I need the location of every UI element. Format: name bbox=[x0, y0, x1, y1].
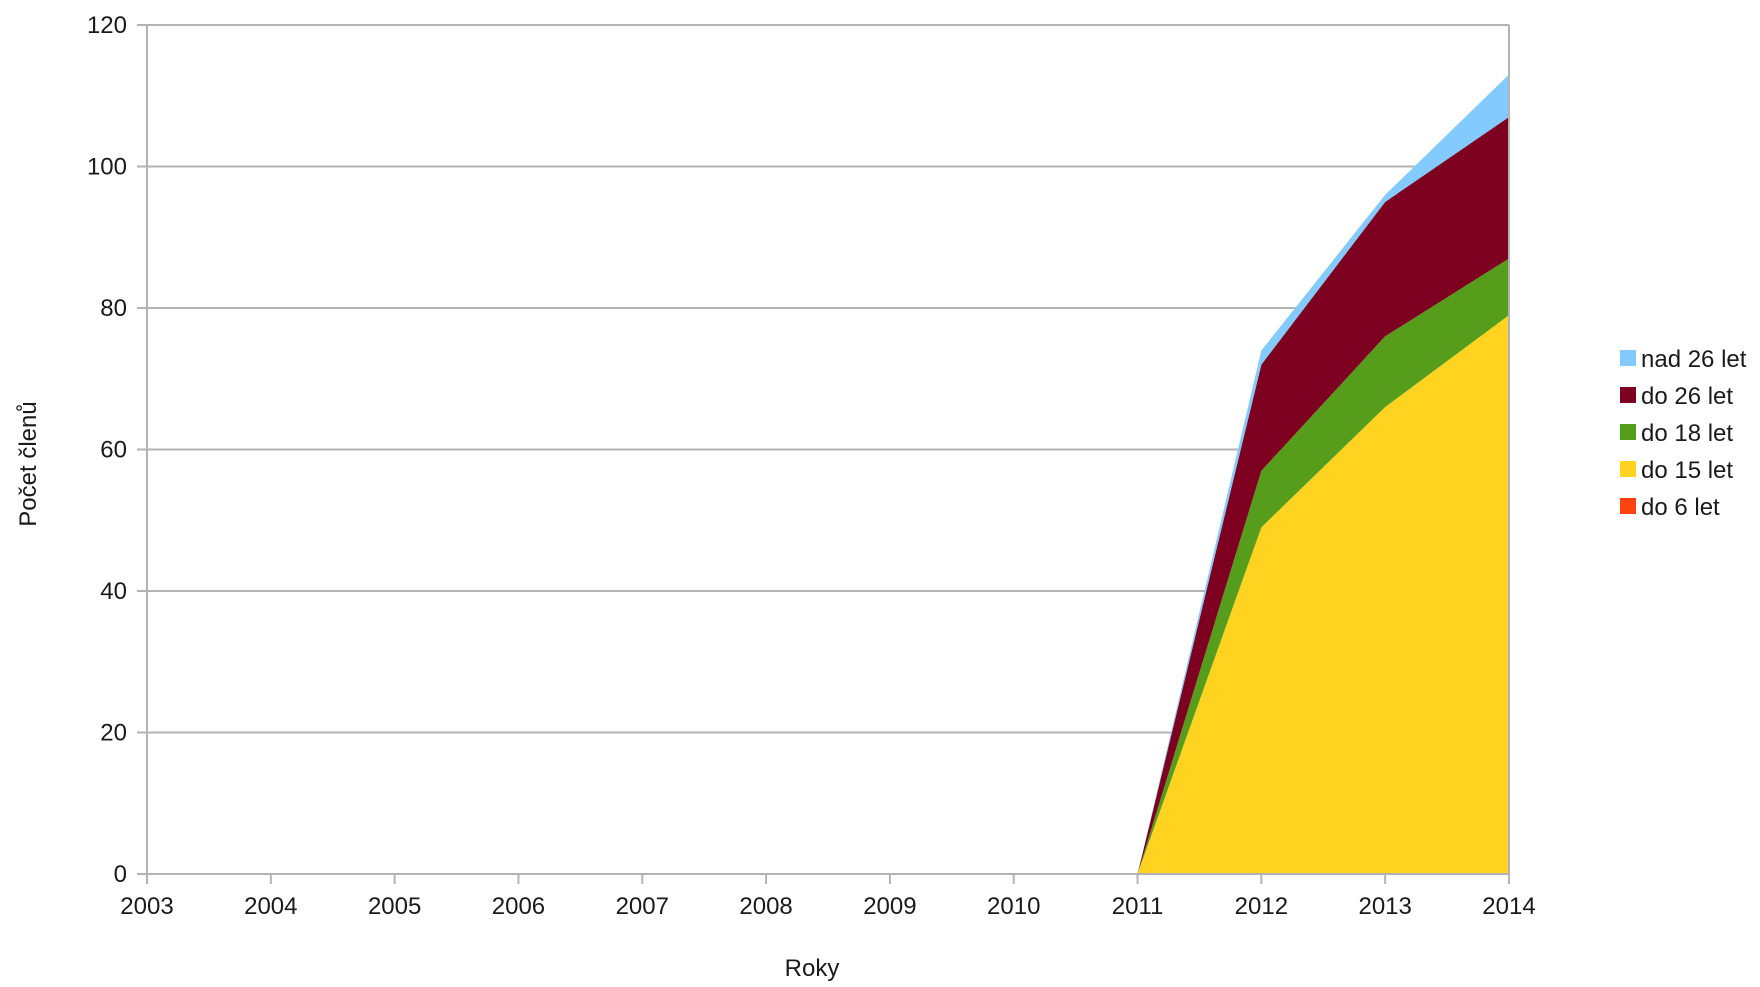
x-tick-label: 2006 bbox=[492, 893, 545, 920]
x-tick-label: 2009 bbox=[863, 893, 916, 920]
legend-swatch-4 bbox=[1620, 350, 1636, 366]
area-series-2 bbox=[147, 258, 1509, 875]
y-tick-label: 120 bbox=[87, 12, 127, 39]
legend-swatch-0 bbox=[1620, 498, 1636, 514]
x-tick-label: 2011 bbox=[1112, 893, 1164, 920]
legend-swatch-1 bbox=[1620, 461, 1636, 477]
y-tick-label: 60 bbox=[100, 437, 127, 464]
x-tick-label: 2012 bbox=[1235, 893, 1288, 920]
x-tick-label: 2003 bbox=[120, 893, 173, 920]
x-tick-label: 2005 bbox=[368, 893, 421, 920]
area-series bbox=[147, 74, 1509, 875]
y-tick-label: 80 bbox=[100, 295, 127, 322]
x-tick-label: 2004 bbox=[244, 893, 297, 920]
y-tick-label: 40 bbox=[100, 578, 127, 605]
x-tick-label: 2014 bbox=[1482, 893, 1535, 920]
y-tick-label: 0 bbox=[114, 861, 127, 888]
x-tick-label: 2008 bbox=[739, 893, 792, 920]
axes bbox=[137, 24, 1510, 884]
legend: nad 26 let do 26 let do 18 let do 15 let do … bbox=[1620, 346, 1747, 521]
x-tick-labels: 2003 2004 2005 2006 2007 2008 2009 2010 2011 2012… bbox=[120, 893, 1535, 920]
legend-label: do 15 let bbox=[1641, 457, 1733, 484]
y-tick-label: 20 bbox=[100, 720, 127, 747]
x-tick-label: 2013 bbox=[1358, 893, 1411, 920]
legend-label: do 18 let bbox=[1641, 420, 1733, 447]
y-tick-label: 100 bbox=[87, 154, 127, 181]
legend-swatch-3 bbox=[1620, 387, 1636, 403]
area-series-3 bbox=[147, 116, 1509, 875]
x-axis-title: Roky bbox=[785, 955, 840, 982]
x-tick-label: 2007 bbox=[616, 893, 669, 920]
y-tick-labels: 0 20 40 60 80 100 120 bbox=[87, 12, 127, 888]
legend-label: do 26 let bbox=[1641, 383, 1733, 410]
legend-swatch-2 bbox=[1620, 424, 1636, 440]
x-tick-label: 2010 bbox=[987, 893, 1040, 920]
y-axis-title: Počet členů bbox=[15, 401, 42, 526]
gridlines bbox=[147, 24, 1509, 875]
legend-label: nad 26 let bbox=[1641, 346, 1747, 373]
area-series-1 bbox=[147, 315, 1509, 874]
legend-label: do 6 let bbox=[1641, 494, 1720, 521]
